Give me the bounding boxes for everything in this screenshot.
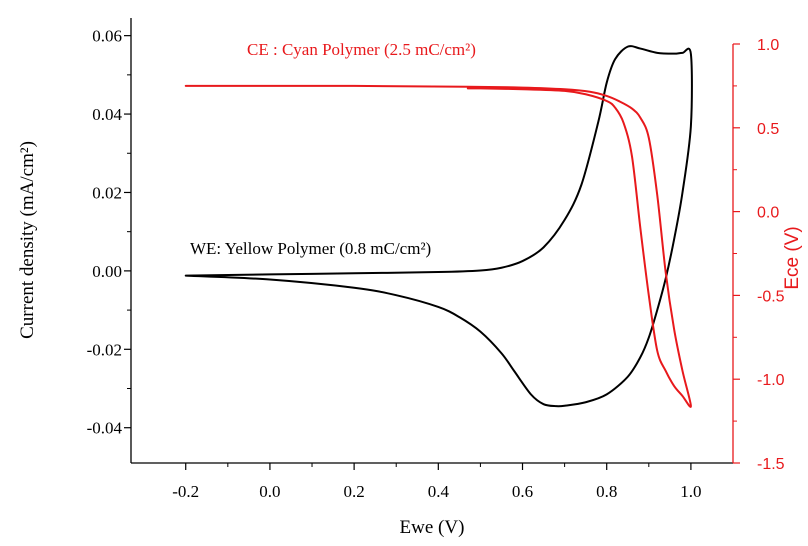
right-y-tick-label: -0.5 [757, 288, 785, 305]
x-tick-label: 0.2 [343, 482, 364, 501]
right-y-tick-label: -1.5 [757, 456, 785, 473]
x-tick-label: 0.6 [512, 482, 533, 501]
ce-series-line [184, 84, 692, 408]
right-y-axis-ticks: -1.5 -1.0 -0.5 0.0 0.5 1.0 [733, 37, 785, 473]
we-series-line [184, 45, 693, 408]
right-y-tick-label: 1.0 [757, 37, 779, 54]
left-y-tick-label: -0.02 [87, 340, 122, 359]
right-y-tick-label: -1.0 [757, 372, 785, 389]
left-y-axis-ticks: -0.04 -0.02 0.00 0.02 0.04 0.06 [87, 27, 131, 438]
x-tick-label: -0.2 [172, 482, 199, 501]
we-annotation: WE: Yellow Polymer (0.8 mC/cm²) [190, 239, 431, 258]
left-y-axis-label: Current density (mA/cm²) [17, 141, 38, 339]
x-tick-label: 0.4 [428, 482, 450, 501]
right-y-tick-label: 0.0 [757, 205, 779, 222]
x-tick-label: 0.0 [259, 482, 280, 501]
left-y-tick-label: 0.00 [92, 262, 122, 281]
left-y-tick-label: -0.04 [87, 419, 123, 438]
x-tick-label: 0.8 [596, 482, 617, 501]
series-layer [184, 45, 693, 408]
left-y-tick-label: 0.04 [92, 105, 122, 124]
right-y-tick-label: 0.5 [757, 121, 779, 138]
x-axis-ticks: -0.2 0.0 0.2 0.4 0.6 0.8 1.0 [172, 463, 702, 501]
left-y-tick-label: 0.02 [92, 183, 122, 202]
right-y-axis-label: Ece (V) [782, 226, 803, 289]
x-tick-label: 1.0 [680, 482, 701, 501]
x-axis-label: Ewe (V) [400, 517, 465, 538]
ce-annotation: CE : Cyan Polymer (2.5 mC/cm²) [247, 40, 476, 59]
left-y-tick-label: 0.06 [92, 27, 122, 46]
